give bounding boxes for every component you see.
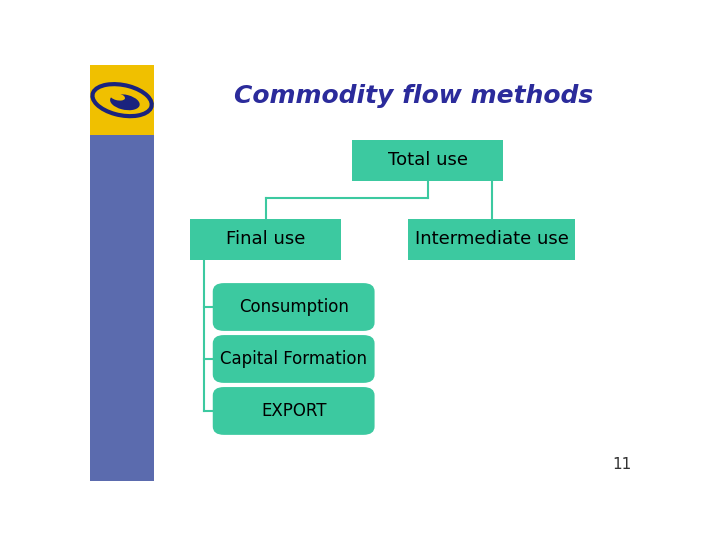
Text: Total use: Total use (387, 151, 467, 170)
Bar (90, 136, 154, 481)
FancyBboxPatch shape (213, 283, 374, 331)
FancyBboxPatch shape (408, 219, 575, 260)
FancyBboxPatch shape (352, 140, 503, 181)
Text: EXPORT: EXPORT (261, 402, 326, 420)
Text: 11: 11 (612, 457, 631, 472)
FancyBboxPatch shape (213, 335, 374, 383)
Text: Consumption: Consumption (239, 298, 348, 316)
FancyBboxPatch shape (213, 387, 374, 435)
Text: Commodity flow methods: Commodity flow methods (234, 84, 593, 108)
Text: Final use: Final use (226, 231, 305, 248)
Ellipse shape (110, 94, 140, 110)
Text: Capital Formation: Capital Formation (220, 350, 367, 368)
Bar (90, 65, 154, 136)
Ellipse shape (110, 93, 125, 100)
Text: Intermediate use: Intermediate use (415, 231, 569, 248)
FancyBboxPatch shape (190, 219, 341, 260)
